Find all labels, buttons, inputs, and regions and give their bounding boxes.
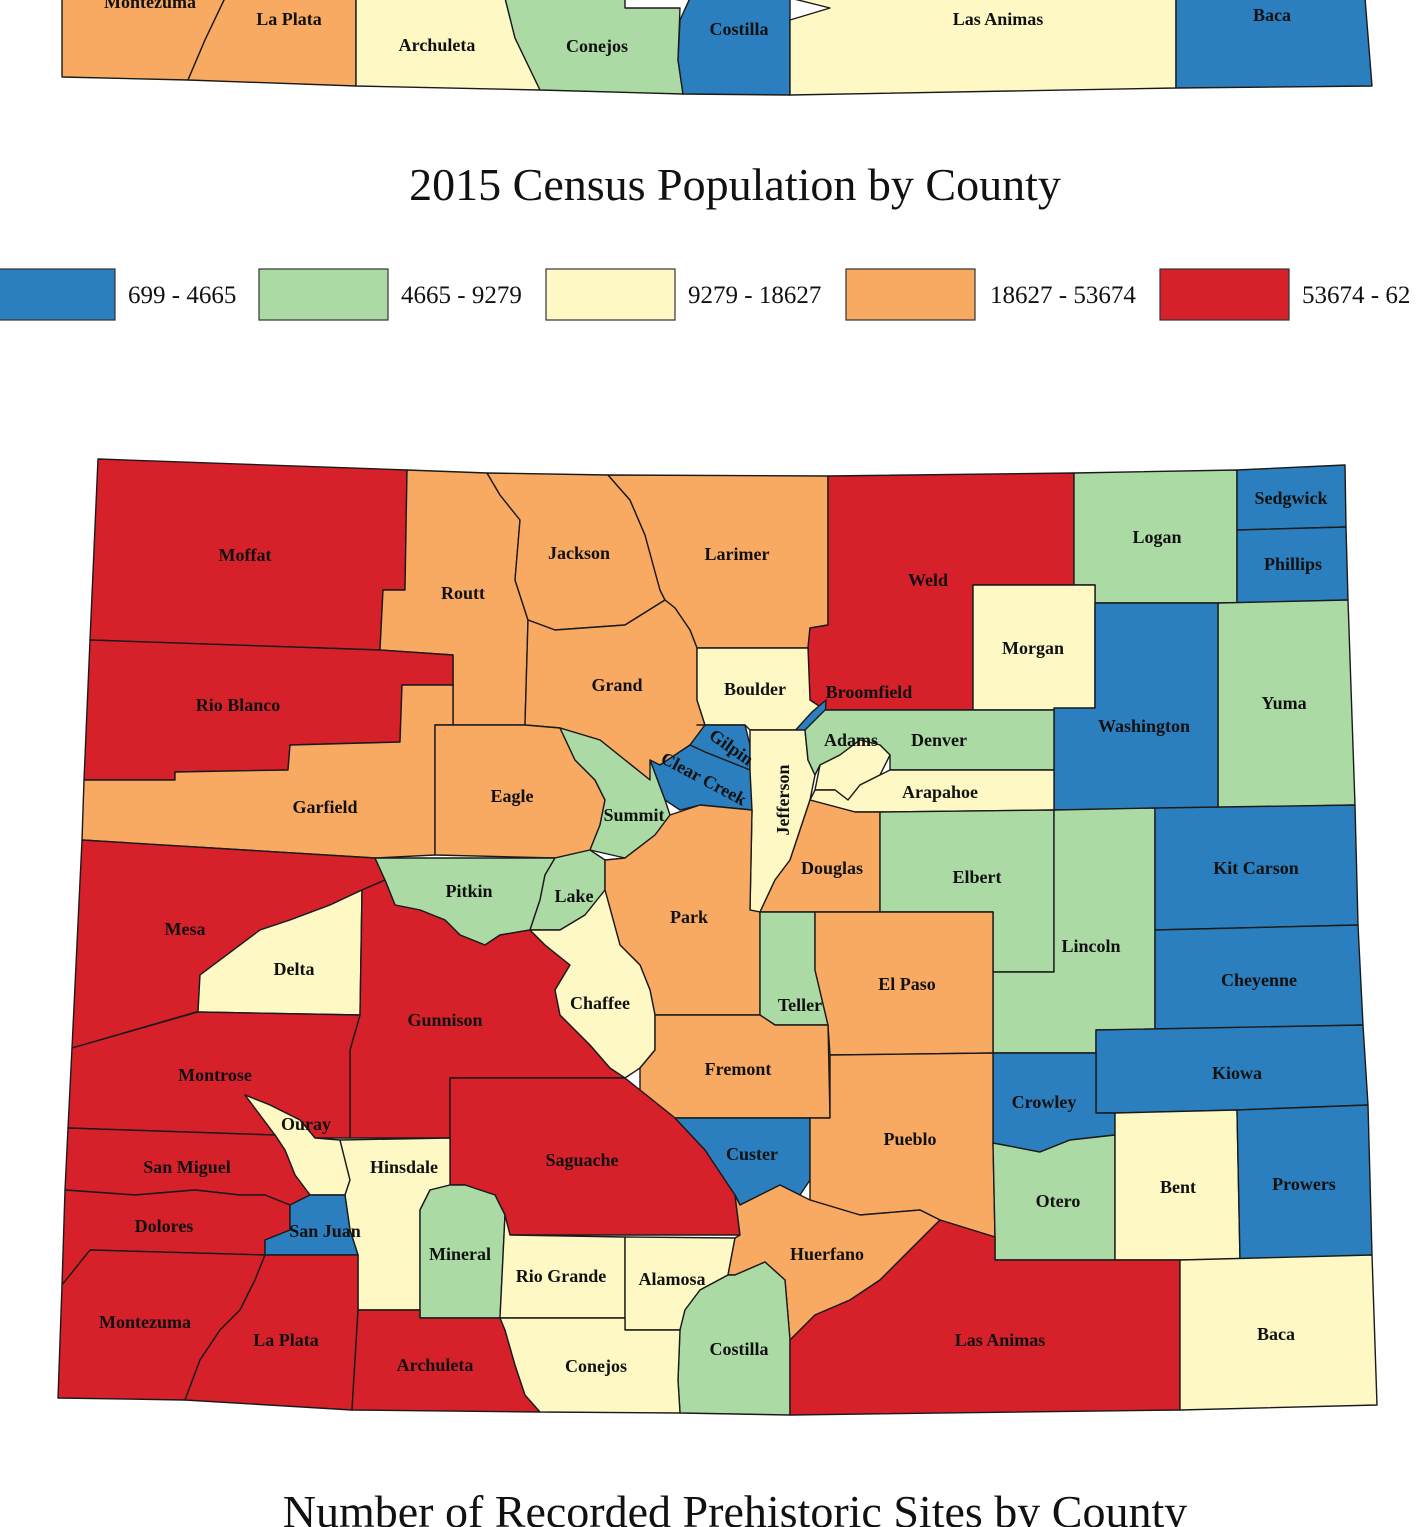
top-county-baca <box>1175 0 1373 89</box>
population-map-title: 2015 Census Population by County <box>409 159 1061 210</box>
label-bent: Bent <box>1160 1177 1196 1197</box>
legend-swatch-5 <box>1159 268 1290 321</box>
label-archuleta: Archuleta <box>397 1355 474 1375</box>
label-phillips: Phillips <box>1264 554 1322 574</box>
label-alamosa: Alamosa <box>639 1269 706 1289</box>
legend-label-2: 4665 - 9279 <box>401 282 522 309</box>
label-lincoln: Lincoln <box>1061 936 1120 956</box>
label-mineral: Mineral <box>429 1244 491 1264</box>
top-label-conejos: Conejos <box>566 36 628 56</box>
label-mesa: Mesa <box>165 919 206 939</box>
label-prowers: Prowers <box>1272 1174 1336 1194</box>
label-montezuma: Montezuma <box>99 1312 191 1332</box>
label-arapahoe: Arapahoe <box>902 782 978 802</box>
label-broomfield: Broomfield <box>826 682 913 702</box>
label-kit-carson: Kit Carson <box>1213 858 1299 878</box>
label-costilla: Costilla <box>709 1339 768 1359</box>
label-elbert: Elbert <box>953 867 1002 887</box>
label-jefferson: Jefferson <box>773 765 793 836</box>
top-label-costilla: Costilla <box>709 19 768 39</box>
label-huerfano: Huerfano <box>790 1244 864 1264</box>
sites-map-title: Number of Recorded Prehistoric Sites by … <box>283 1486 1188 1527</box>
legend-label-1: 699 - 4665 <box>128 282 236 309</box>
legend-swatch-4 <box>845 268 976 321</box>
top-label-archuleta: Archuleta <box>399 35 476 55</box>
label-adams: Denver <box>911 730 967 750</box>
label-pitkin: Pitkin <box>445 881 492 901</box>
label-morgan: Morgan <box>1002 638 1064 658</box>
label-la-plata: La Plata <box>253 1330 319 1350</box>
label-denver: Adams <box>824 730 878 750</box>
label-crowley: Crowley <box>1012 1092 1077 1112</box>
label-logan: Logan <box>1132 527 1181 547</box>
label-moffat: Moffat <box>219 545 272 565</box>
label-eagle: Eagle <box>491 786 534 806</box>
label-conejos: Conejos <box>565 1356 627 1376</box>
legend-label-3: 9279 - 18627 <box>688 282 821 309</box>
top-label-montezuma: Montezuma <box>104 0 196 12</box>
legend-label-5: 53674 - 62 <box>1302 282 1410 309</box>
label-kiowa: Kiowa <box>1212 1063 1262 1083</box>
label-otero: Otero <box>1036 1191 1081 1211</box>
label-san-juan: San Juan <box>289 1221 361 1241</box>
label-larimer: Larimer <box>705 544 770 564</box>
legend-label-4: 18627 - 53674 <box>990 282 1136 309</box>
label-custer: Custer <box>726 1144 778 1164</box>
label-dolores: Dolores <box>135 1216 194 1236</box>
top-county-costilla <box>677 0 791 96</box>
label-lake: Lake <box>554 886 593 906</box>
label-teller: Teller <box>778 995 822 1015</box>
label-sedgwick: Sedgwick <box>1254 488 1327 508</box>
label-routt: Routt <box>441 583 485 603</box>
label-baca: Baca <box>1257 1324 1295 1344</box>
label-chaffee: Chaffee <box>570 993 630 1013</box>
legend-swatch-2 <box>258 268 389 321</box>
label-saguache: Saguache <box>545 1150 618 1170</box>
label-yuma: Yuma <box>1261 693 1306 713</box>
label-las-animas: Las Animas <box>955 1330 1046 1350</box>
label-el-paso: El Paso <box>878 974 936 994</box>
label-hinsdale: Hinsdale <box>370 1157 438 1177</box>
top-label-la-plata: La Plata <box>256 9 322 29</box>
label-boulder: Boulder <box>724 679 786 699</box>
top-label-baca: Baca <box>1253 5 1291 25</box>
county-la-plata <box>184 1254 359 1411</box>
label-rio-grande: Rio Grande <box>516 1266 607 1286</box>
legend-swatch-1 <box>0 268 116 321</box>
county-baca <box>1179 1254 1378 1411</box>
label-grand: Grand <box>591 675 642 695</box>
label-delta: Delta <box>274 959 315 979</box>
county-conejos <box>499 1317 681 1414</box>
label-washington: Washington <box>1098 716 1190 736</box>
legend: 699 - 4665 4665 - 9279 9279 - 18627 1862… <box>0 268 1410 321</box>
label-san-miguel: San Miguel <box>143 1157 231 1177</box>
label-montrose: Montrose <box>178 1065 252 1085</box>
label-summit: Summit <box>603 805 664 825</box>
label-cheyenne: Cheyenne <box>1221 970 1297 990</box>
label-douglas: Douglas <box>801 858 863 878</box>
top-map: Montezuma La Plata Archuleta Conejos Cos… <box>61 0 1373 96</box>
label-ouray: Ouray <box>281 1114 331 1134</box>
label-weld: Weld <box>908 570 948 590</box>
top-county-las-animas <box>789 0 1177 96</box>
label-gunnison: Gunnison <box>407 1010 482 1030</box>
sites-map: Moffat Routt Jackson Larimer Weld Logan … <box>57 458 1378 1416</box>
label-jackson: Jackson <box>548 543 610 563</box>
top-label-las-animas: Las Animas <box>953 9 1044 29</box>
label-pueblo: Pueblo <box>883 1129 936 1149</box>
legend-swatch-3 <box>545 268 676 321</box>
label-park: Park <box>670 907 708 927</box>
label-garfield: Garfield <box>293 797 358 817</box>
county-las-animas <box>789 1219 1181 1416</box>
label-fremont: Fremont <box>705 1059 772 1079</box>
top-county-la-plata <box>187 0 357 87</box>
label-rio-blanco: Rio Blanco <box>196 695 281 715</box>
